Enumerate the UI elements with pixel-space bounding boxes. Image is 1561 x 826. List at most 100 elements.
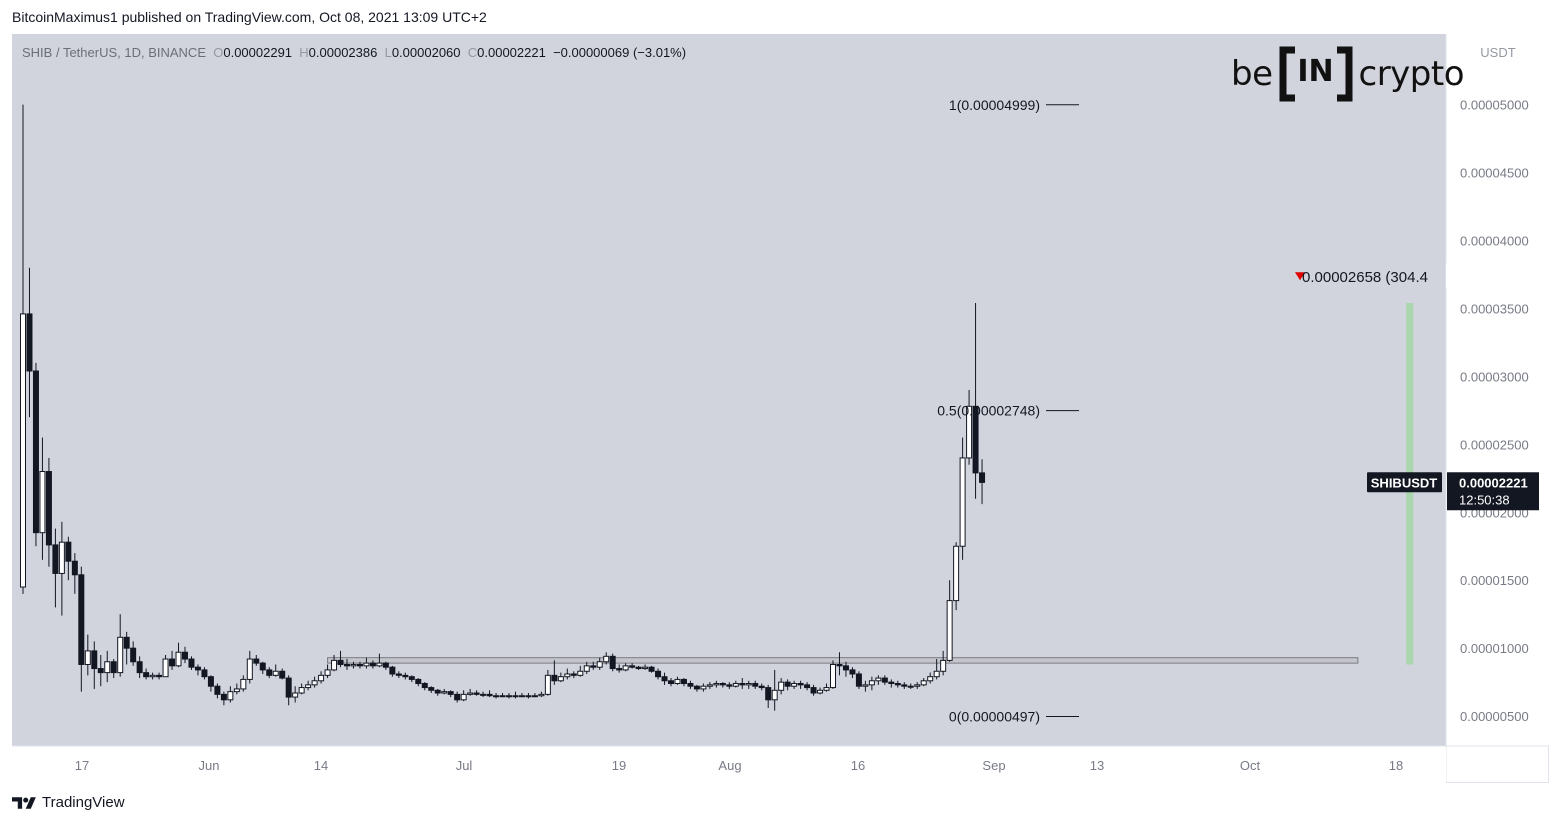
candle bbox=[797, 680, 804, 689]
candle bbox=[564, 668, 571, 680]
candle bbox=[901, 682, 908, 689]
candle bbox=[493, 693, 500, 699]
price-tick-label: 0.00002500 bbox=[1460, 437, 1529, 452]
candle-body bbox=[752, 682, 759, 687]
candle-body bbox=[642, 666, 649, 670]
candle-body bbox=[52, 544, 59, 574]
candle bbox=[441, 688, 448, 695]
time-tick-label: Oct bbox=[1240, 758, 1261, 773]
candle-body bbox=[318, 674, 325, 682]
candle bbox=[881, 675, 888, 685]
candle bbox=[58, 521, 65, 616]
time-axis-panel[interactable] bbox=[12, 746, 1446, 783]
candle bbox=[363, 657, 370, 669]
candle-body bbox=[214, 685, 221, 695]
candle bbox=[868, 676, 875, 691]
candle bbox=[460, 690, 467, 702]
candle-body bbox=[311, 680, 318, 686]
candle-body bbox=[635, 666, 642, 670]
candle bbox=[415, 678, 422, 687]
candle bbox=[817, 687, 824, 695]
candle-body bbox=[739, 682, 746, 686]
time-tick-label: 16 bbox=[851, 758, 865, 773]
candle-body bbox=[830, 663, 836, 689]
candle bbox=[959, 437, 966, 560]
price-axis-panel[interactable] bbox=[1446, 34, 1549, 746]
candle-body bbox=[687, 682, 694, 687]
time-tick-label: 17 bbox=[75, 758, 89, 773]
candle bbox=[285, 675, 292, 706]
candle bbox=[175, 642, 182, 668]
candle-body bbox=[136, 661, 143, 674]
candle bbox=[616, 664, 623, 673]
candle bbox=[369, 660, 376, 669]
candle bbox=[966, 390, 973, 465]
candle-body bbox=[544, 674, 551, 695]
candle-body bbox=[700, 685, 707, 690]
candle-body bbox=[616, 668, 623, 671]
candle bbox=[318, 671, 325, 684]
candle-body bbox=[596, 661, 603, 668]
candle-body bbox=[629, 665, 636, 668]
candle-body bbox=[376, 662, 383, 667]
candle-body bbox=[732, 682, 739, 687]
candle-body bbox=[350, 663, 357, 667]
candle bbox=[233, 683, 240, 695]
candle-body bbox=[26, 313, 33, 372]
candle bbox=[590, 661, 597, 670]
candle bbox=[207, 675, 214, 692]
candle-body bbox=[706, 684, 713, 687]
candle bbox=[972, 303, 979, 499]
candle-body bbox=[920, 680, 927, 686]
candle-body bbox=[726, 684, 733, 687]
low-label: L bbox=[384, 45, 392, 60]
candle-body bbox=[382, 662, 389, 668]
candle-body bbox=[188, 658, 195, 668]
candle bbox=[551, 660, 558, 685]
candle-body bbox=[810, 687, 817, 694]
candle bbox=[305, 680, 312, 691]
symbol-name[interactable]: SHIB / TetherUS, 1D, BINANCE bbox=[22, 45, 206, 60]
logo-text-left: be bbox=[1231, 54, 1273, 94]
candle-body bbox=[130, 647, 137, 663]
candle-body bbox=[175, 651, 182, 667]
candle bbox=[609, 653, 616, 672]
candle-body bbox=[609, 655, 616, 670]
candle bbox=[778, 678, 785, 695]
candle bbox=[408, 675, 415, 683]
price-tick-label: 0.00004000 bbox=[1460, 234, 1529, 249]
candle bbox=[596, 657, 603, 670]
candle-body bbox=[959, 457, 966, 547]
candle-body bbox=[946, 600, 953, 661]
candle-body bbox=[454, 693, 461, 701]
candle-body bbox=[149, 674, 156, 678]
candle-body bbox=[480, 693, 487, 696]
candle-body bbox=[344, 663, 350, 667]
fib-level-label: 0(0.00000497) bbox=[949, 709, 1040, 725]
price-chart[interactable]: 1(0.00004999) 0.5(0.00002748) 0(0.00000497… bbox=[12, 34, 1549, 783]
candle-body bbox=[182, 651, 188, 660]
beincrypto-logo: be IN crypto bbox=[1231, 44, 1465, 104]
candle bbox=[71, 553, 78, 594]
fib-levels-layer: 1(0.00004999) 0.5(0.00002748) 0(0.00000497… bbox=[937, 97, 1454, 725]
time-tick-label: Jun bbox=[199, 758, 220, 773]
candle bbox=[875, 675, 882, 685]
plot-area[interactable] bbox=[12, 34, 1446, 746]
candle bbox=[907, 683, 914, 689]
candle-body bbox=[881, 677, 888, 683]
candle-body bbox=[434, 689, 441, 694]
candle-body bbox=[531, 695, 538, 698]
candle bbox=[45, 457, 52, 567]
price-tick-label: 0.00001500 bbox=[1460, 573, 1529, 588]
open-value: 0.00002291 bbox=[223, 45, 293, 60]
candle bbox=[279, 668, 286, 680]
candle-body bbox=[298, 687, 305, 694]
candle bbox=[201, 667, 208, 680]
candle-body bbox=[415, 678, 422, 684]
candle bbox=[979, 459, 986, 505]
candle bbox=[434, 688, 441, 696]
footer-brand[interactable]: TradingView bbox=[12, 794, 125, 811]
candle bbox=[771, 669, 778, 711]
candle bbox=[136, 656, 143, 679]
candle bbox=[91, 641, 98, 689]
